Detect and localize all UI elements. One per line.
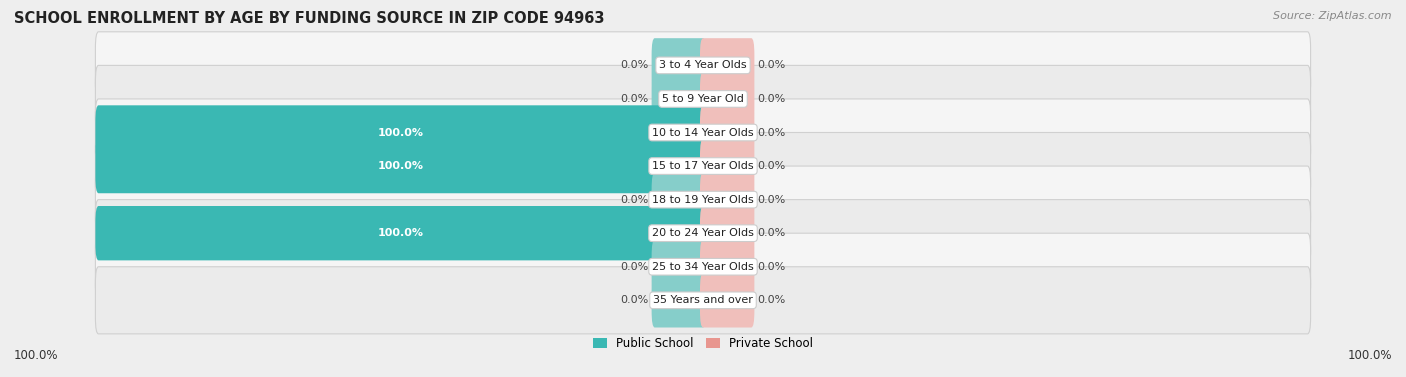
- FancyBboxPatch shape: [700, 38, 755, 93]
- Text: 10 to 14 Year Olds: 10 to 14 Year Olds: [652, 127, 754, 138]
- FancyBboxPatch shape: [96, 65, 1310, 132]
- Text: 0.0%: 0.0%: [620, 195, 648, 205]
- Text: 15 to 17 Year Olds: 15 to 17 Year Olds: [652, 161, 754, 171]
- FancyBboxPatch shape: [96, 132, 1310, 200]
- FancyBboxPatch shape: [96, 206, 706, 261]
- Text: 0.0%: 0.0%: [620, 94, 648, 104]
- Text: 0.0%: 0.0%: [620, 295, 648, 305]
- FancyBboxPatch shape: [700, 172, 755, 227]
- FancyBboxPatch shape: [700, 72, 755, 126]
- FancyBboxPatch shape: [96, 105, 706, 160]
- Text: 18 to 19 Year Olds: 18 to 19 Year Olds: [652, 195, 754, 205]
- FancyBboxPatch shape: [651, 72, 706, 126]
- Text: 100.0%: 100.0%: [378, 228, 423, 238]
- Text: 25 to 34 Year Olds: 25 to 34 Year Olds: [652, 262, 754, 272]
- FancyBboxPatch shape: [651, 38, 706, 93]
- FancyBboxPatch shape: [96, 166, 1310, 233]
- FancyBboxPatch shape: [700, 105, 755, 160]
- FancyBboxPatch shape: [651, 239, 706, 294]
- FancyBboxPatch shape: [96, 267, 1310, 334]
- FancyBboxPatch shape: [651, 273, 706, 328]
- Text: 3 to 4 Year Olds: 3 to 4 Year Olds: [659, 60, 747, 70]
- FancyBboxPatch shape: [700, 239, 755, 294]
- FancyBboxPatch shape: [96, 32, 1310, 99]
- Text: 0.0%: 0.0%: [758, 295, 786, 305]
- Text: 0.0%: 0.0%: [758, 94, 786, 104]
- Text: 100.0%: 100.0%: [378, 161, 423, 171]
- Text: 0.0%: 0.0%: [758, 60, 786, 70]
- FancyBboxPatch shape: [96, 99, 1310, 166]
- Text: 100.0%: 100.0%: [1347, 349, 1392, 362]
- Text: 0.0%: 0.0%: [620, 262, 648, 272]
- Legend: Public School, Private School: Public School, Private School: [586, 331, 820, 356]
- Text: 0.0%: 0.0%: [758, 127, 786, 138]
- FancyBboxPatch shape: [700, 206, 755, 261]
- Text: SCHOOL ENROLLMENT BY AGE BY FUNDING SOURCE IN ZIP CODE 94963: SCHOOL ENROLLMENT BY AGE BY FUNDING SOUR…: [14, 11, 605, 26]
- Text: 20 to 24 Year Olds: 20 to 24 Year Olds: [652, 228, 754, 238]
- Text: 0.0%: 0.0%: [758, 161, 786, 171]
- FancyBboxPatch shape: [651, 172, 706, 227]
- Text: 35 Years and over: 35 Years and over: [652, 295, 754, 305]
- Text: Source: ZipAtlas.com: Source: ZipAtlas.com: [1274, 11, 1392, 21]
- Text: 0.0%: 0.0%: [758, 228, 786, 238]
- Text: 100.0%: 100.0%: [378, 127, 423, 138]
- Text: 0.0%: 0.0%: [620, 60, 648, 70]
- Text: 100.0%: 100.0%: [14, 349, 59, 362]
- Text: 0.0%: 0.0%: [758, 195, 786, 205]
- FancyBboxPatch shape: [700, 139, 755, 193]
- Text: 5 to 9 Year Old: 5 to 9 Year Old: [662, 94, 744, 104]
- FancyBboxPatch shape: [96, 233, 1310, 300]
- FancyBboxPatch shape: [96, 200, 1310, 267]
- Text: 0.0%: 0.0%: [758, 262, 786, 272]
- FancyBboxPatch shape: [96, 139, 706, 193]
- FancyBboxPatch shape: [700, 273, 755, 328]
